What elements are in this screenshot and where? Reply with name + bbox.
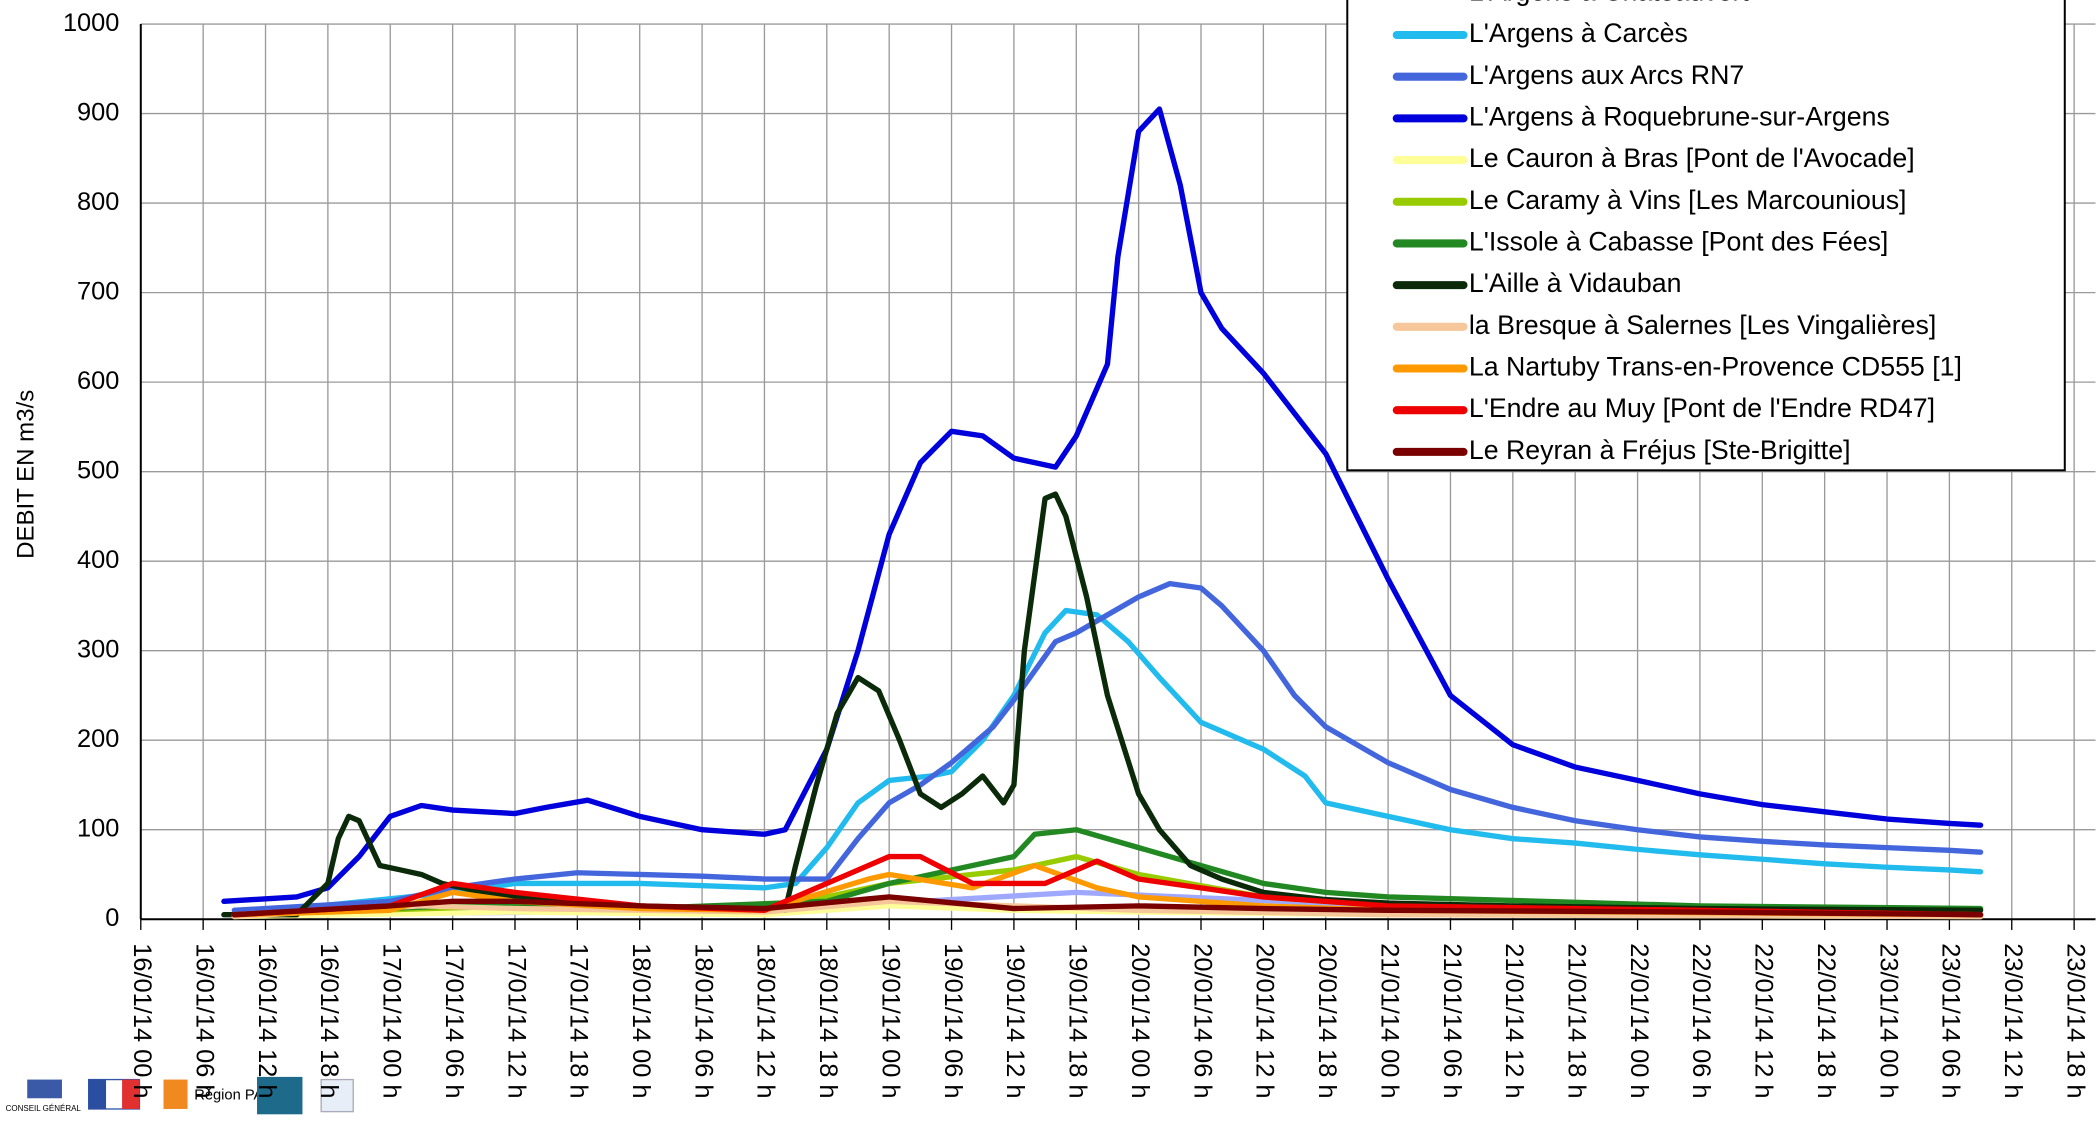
series-line [231, 862, 1984, 918]
y-tick-label: 100 [77, 814, 119, 842]
x-tick-label: 20/01/14 18 h [1313, 943, 1341, 1098]
series-line [231, 894, 1984, 918]
series-line [221, 491, 1984, 918]
x-tick-label: 21/01/14 12 h [1500, 943, 1528, 1098]
x-tick-label: 19/01/14 12 h [1001, 943, 1029, 1098]
legend-label: L'Issole à Cabasse [Pont des Fées] [1469, 227, 1888, 257]
logo-text: CONSEIL GÉNÉRAL [6, 1104, 82, 1113]
x-tick-label: 18/01/14 06 h [689, 943, 717, 1098]
x-tick-label: 21/01/14 18 h [1562, 943, 1590, 1098]
y-tick-label: 200 [77, 725, 119, 753]
series-line [231, 853, 1984, 918]
x-tick-label: 23/01/14 06 h [1937, 943, 1965, 1098]
x-tick-label: 22/01/14 00 h [1625, 943, 1653, 1098]
series-line [231, 898, 1984, 920]
logo [163, 1079, 188, 1109]
x-tick-label: 17/01/14 18 h [565, 943, 593, 1098]
y-tick-label: 900 [77, 98, 119, 126]
x-tick-label: 22/01/14 06 h [1687, 943, 1715, 1098]
x-tick-label: 16/01/14 12 h [253, 943, 281, 1098]
series-line [221, 106, 1984, 905]
x-tick-label: 23/01/14 18 h [2061, 943, 2089, 1098]
x-tick-label: 18/01/14 00 h [627, 943, 655, 1098]
x-tick-label: 16/01/14 00 h [128, 943, 156, 1098]
series-line [231, 580, 1984, 913]
legend-label: Le Reyran à Fréjus [Ste-Brigitte] [1469, 435, 1851, 465]
legend-label: L'Argens à Carcès [1469, 18, 1688, 48]
x-tick-label: 16/01/14 18 h [315, 943, 343, 1098]
legend-label: L'Endre au Muy [Pont de l'Endre RD47] [1469, 393, 1935, 423]
x-tick-label: 23/01/14 00 h [1874, 943, 1902, 1098]
x-tick-label: 19/01/14 00 h [876, 943, 904, 1098]
x-tick-label: 18/01/14 12 h [752, 943, 780, 1098]
series-line [231, 607, 1984, 918]
x-tick-label: 19/01/14 06 h [939, 943, 967, 1098]
x-tick-label: 21/01/14 00 h [1375, 943, 1403, 1098]
logo [257, 1076, 303, 1115]
logo [88, 1079, 107, 1109]
x-tick-label: 20/01/14 06 h [1188, 943, 1216, 1098]
y-tick-label: 300 [77, 635, 119, 663]
logos: CONSEIL GÉNÉRAL Région PACA [6, 1076, 354, 1115]
logo [122, 1079, 140, 1109]
legend-label: L'Argens à Châteauvert [1469, 0, 1749, 6]
x-tick-label: 21/01/14 06 h [1438, 943, 1466, 1098]
y-tick-label: 600 [77, 367, 119, 395]
logo [27, 1079, 62, 1099]
y-tick-label: 800 [77, 188, 119, 216]
legend-label: Le Caramy à Vins [Les Marcounious] [1469, 185, 1907, 215]
y-tick-label: 1000 [63, 9, 119, 37]
x-tick-label: 17/01/14 00 h [378, 943, 406, 1098]
x-tick-label: 22/01/14 12 h [1750, 943, 1778, 1098]
legend-label: L'Argens aux Arcs RN7 [1469, 60, 1744, 90]
legend-label: Le Cauron à Bras [Pont de l'Avocade] [1469, 143, 1915, 173]
x-tick-label: 18/01/14 18 h [814, 943, 842, 1098]
y-tick-label: 0 [105, 904, 119, 932]
x-tick-label: 17/01/14 06 h [440, 943, 468, 1098]
y-axis-label: DEBIT EN m3/s [13, 390, 40, 559]
x-tick-label: 22/01/14 18 h [1812, 943, 1840, 1098]
y-tick-label: 700 [77, 277, 119, 305]
legend-label: La Nartuby Trans-en-Provence CD555 [1] [1469, 352, 1962, 382]
y-tick-label: 500 [77, 456, 119, 484]
x-tick-label: 17/01/14 12 h [502, 943, 530, 1098]
legend-label: L'Argens à Roquebrune-sur-Argens [1469, 101, 1890, 131]
y-tick-label: 400 [77, 546, 119, 574]
x-tick-label: 20/01/14 12 h [1251, 943, 1279, 1098]
x-tick-label: 23/01/14 12 h [1999, 943, 2027, 1098]
x-tick-label: 19/01/14 18 h [1064, 943, 1092, 1098]
logo [320, 1078, 354, 1113]
x-tick-label: 16/01/14 06 h [190, 943, 218, 1098]
legend-label: la Bresque à Salernes [Les Vingalières] [1469, 310, 1936, 340]
legend-label: L'Aille à Vidauban [1469, 268, 1682, 298]
legend: L'Argens à Châteauvert L'Argens à Carcès L… [1346, 0, 2066, 472]
x-tick-label: 20/01/14 00 h [1126, 943, 1154, 1098]
